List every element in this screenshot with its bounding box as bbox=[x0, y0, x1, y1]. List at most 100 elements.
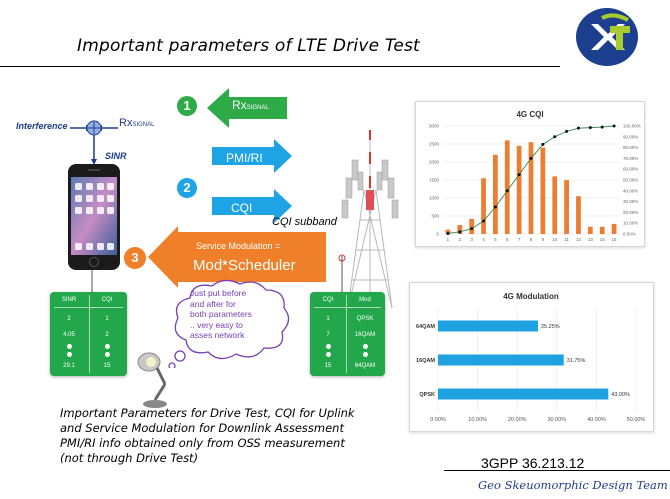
y-tick-label: 0 bbox=[436, 232, 439, 237]
table-cell: 7 bbox=[326, 332, 330, 338]
y2-tick-label: 0.00% bbox=[623, 232, 636, 237]
x-tick-label: 50.00% bbox=[627, 417, 646, 423]
value-label: 25.25% bbox=[541, 324, 560, 330]
cqi-subband-label: CQI subband bbox=[272, 216, 337, 228]
x-tick-label: 13 bbox=[588, 237, 594, 242]
cqi-bar bbox=[540, 147, 546, 234]
x-tick-label: 2 bbox=[459, 237, 462, 242]
cumulative-point bbox=[517, 173, 521, 177]
thought-cloud bbox=[168, 279, 290, 368]
y2-tick-label: 50.00% bbox=[623, 178, 638, 183]
cumulative-point bbox=[446, 231, 450, 235]
value-label: 31.75% bbox=[567, 358, 586, 364]
value-label: 43.00% bbox=[611, 392, 630, 398]
cqi-bar bbox=[481, 178, 486, 234]
step-2-badge: 2 bbox=[177, 178, 197, 198]
y-tick-label: 2500 bbox=[429, 142, 440, 147]
x-tick-label: 8 bbox=[530, 237, 533, 242]
rx-signal-arrow-label: RxSIGNAL bbox=[232, 98, 269, 112]
cqi-label: CQI bbox=[231, 201, 253, 215]
cqi-bar bbox=[528, 142, 534, 234]
cumulative-point bbox=[458, 230, 462, 234]
table-cell: 64QAM bbox=[354, 363, 376, 369]
cumulative-point bbox=[541, 142, 545, 146]
x-tick-label: 10.00% bbox=[468, 417, 487, 423]
cumulative-point bbox=[482, 219, 486, 223]
table-cell: 15 bbox=[324, 363, 332, 369]
chart-title: 4G CQI bbox=[516, 110, 543, 119]
y-tick-label: 500 bbox=[431, 214, 439, 219]
x-tick-label: 20.00% bbox=[508, 417, 527, 423]
cumulative-point bbox=[600, 125, 604, 129]
cell-tower-icon bbox=[341, 130, 399, 309]
y-tick-label: 1000 bbox=[429, 196, 440, 201]
modulation-bar bbox=[438, 320, 538, 332]
x-tick-label: 0.00% bbox=[430, 417, 446, 423]
cqi-bar bbox=[552, 176, 558, 234]
category-label: QPSK bbox=[419, 392, 435, 398]
table-header: Mod bbox=[359, 297, 371, 303]
table-header: CQI bbox=[322, 297, 334, 303]
y2-tick-label: 40.00% bbox=[623, 188, 638, 193]
x-tick-label: 11 bbox=[564, 237, 569, 242]
x-tick-label: 5 bbox=[494, 237, 497, 242]
pmi-ri-label: PMI/RI bbox=[226, 151, 263, 165]
interference-label: Interference bbox=[16, 121, 68, 131]
x-tick-label: 4 bbox=[482, 237, 485, 242]
x-tick-label: 30.00% bbox=[547, 417, 566, 423]
modulation-bar bbox=[438, 354, 564, 366]
y2-tick-label: 20.00% bbox=[623, 210, 638, 215]
cqi-modulation-table: CQI Mod 1 QPSK 7 16QAM 15 64QAM bbox=[310, 292, 385, 376]
table-cell: QPSK bbox=[356, 316, 374, 322]
robot-figure-icon bbox=[137, 352, 167, 408]
cumulative-point bbox=[588, 126, 592, 130]
x-tick-label: 9 bbox=[542, 237, 545, 242]
y2-tick-label: 60.00% bbox=[623, 167, 638, 172]
cumulative-point bbox=[565, 129, 569, 133]
cloud-note: Just put before and after for both param… bbox=[190, 288, 252, 340]
x-tick-label: 3 bbox=[470, 237, 473, 242]
x-tick-label: 40.00% bbox=[587, 417, 606, 423]
caption-line: and Service Modulation for Downlink Asse… bbox=[60, 421, 344, 435]
caption-line: (not through Drive Test) bbox=[60, 451, 199, 465]
table-cell: 2 bbox=[67, 316, 71, 322]
caption-line: PMI/RI info obtained only from OSS measu… bbox=[60, 436, 345, 450]
category-label: 64QAM bbox=[416, 324, 435, 330]
modulation-chart: 4G Modulation 64QAM 25.25% 16QAM 31.75% QPSK… bbox=[409, 282, 654, 432]
y2-tick-label: 90.00% bbox=[623, 134, 638, 139]
table-cell: 1 bbox=[326, 316, 330, 322]
cumulative-point bbox=[470, 227, 474, 231]
modulation-chart-svg: 4G Modulation 64QAM 25.25% 16QAM 31.75% QPSK… bbox=[416, 292, 646, 423]
cqi-bar bbox=[564, 180, 569, 234]
x-tick-label: 12 bbox=[576, 237, 582, 242]
table-cell: 16QAM bbox=[354, 332, 376, 338]
table-cell: 29.1 bbox=[63, 363, 75, 369]
table-cell: 15 bbox=[103, 363, 111, 369]
cqi-bar bbox=[516, 145, 522, 234]
footer-credit: Geo Skeuomorphic Design Team bbox=[478, 478, 668, 492]
y-tick-label: 1500 bbox=[429, 178, 440, 183]
cqi-chart-svg: 4G CQI 0 500 1000 1500 2000 2500 3000 0.00% 10.… bbox=[429, 110, 641, 242]
cumulative-point bbox=[553, 135, 557, 139]
x-tick-label: 10 bbox=[552, 237, 558, 242]
category-label: 16QAM bbox=[416, 358, 435, 364]
y-tick-label: 2000 bbox=[429, 160, 440, 165]
signal-combiner-diagram bbox=[70, 120, 118, 165]
y2-tick-label: 10.00% bbox=[623, 221, 638, 226]
smartphone-icon bbox=[68, 164, 120, 270]
y2-tick-label: 30.00% bbox=[623, 199, 638, 204]
cumulative-point bbox=[505, 189, 509, 193]
cumulative-point bbox=[529, 156, 533, 160]
cqi-bar bbox=[576, 196, 581, 234]
rx-signal-label: RxSIGNAL bbox=[119, 117, 155, 129]
x-tick-label: 15 bbox=[612, 237, 618, 242]
rx-signal-arrow bbox=[207, 88, 287, 128]
sinr-label: SINR bbox=[105, 151, 127, 161]
xl-logo-icon bbox=[576, 8, 638, 66]
service-modulation-arrow bbox=[148, 226, 326, 288]
table-header: SINR bbox=[61, 297, 77, 303]
y-tick-label: 3000 bbox=[429, 124, 440, 129]
sinr-cqi-table: SINR CQI 2 1 4.05 2 29.1 15 bbox=[50, 292, 127, 376]
cqi-bar bbox=[587, 226, 593, 234]
table-header: CQI bbox=[101, 297, 113, 303]
